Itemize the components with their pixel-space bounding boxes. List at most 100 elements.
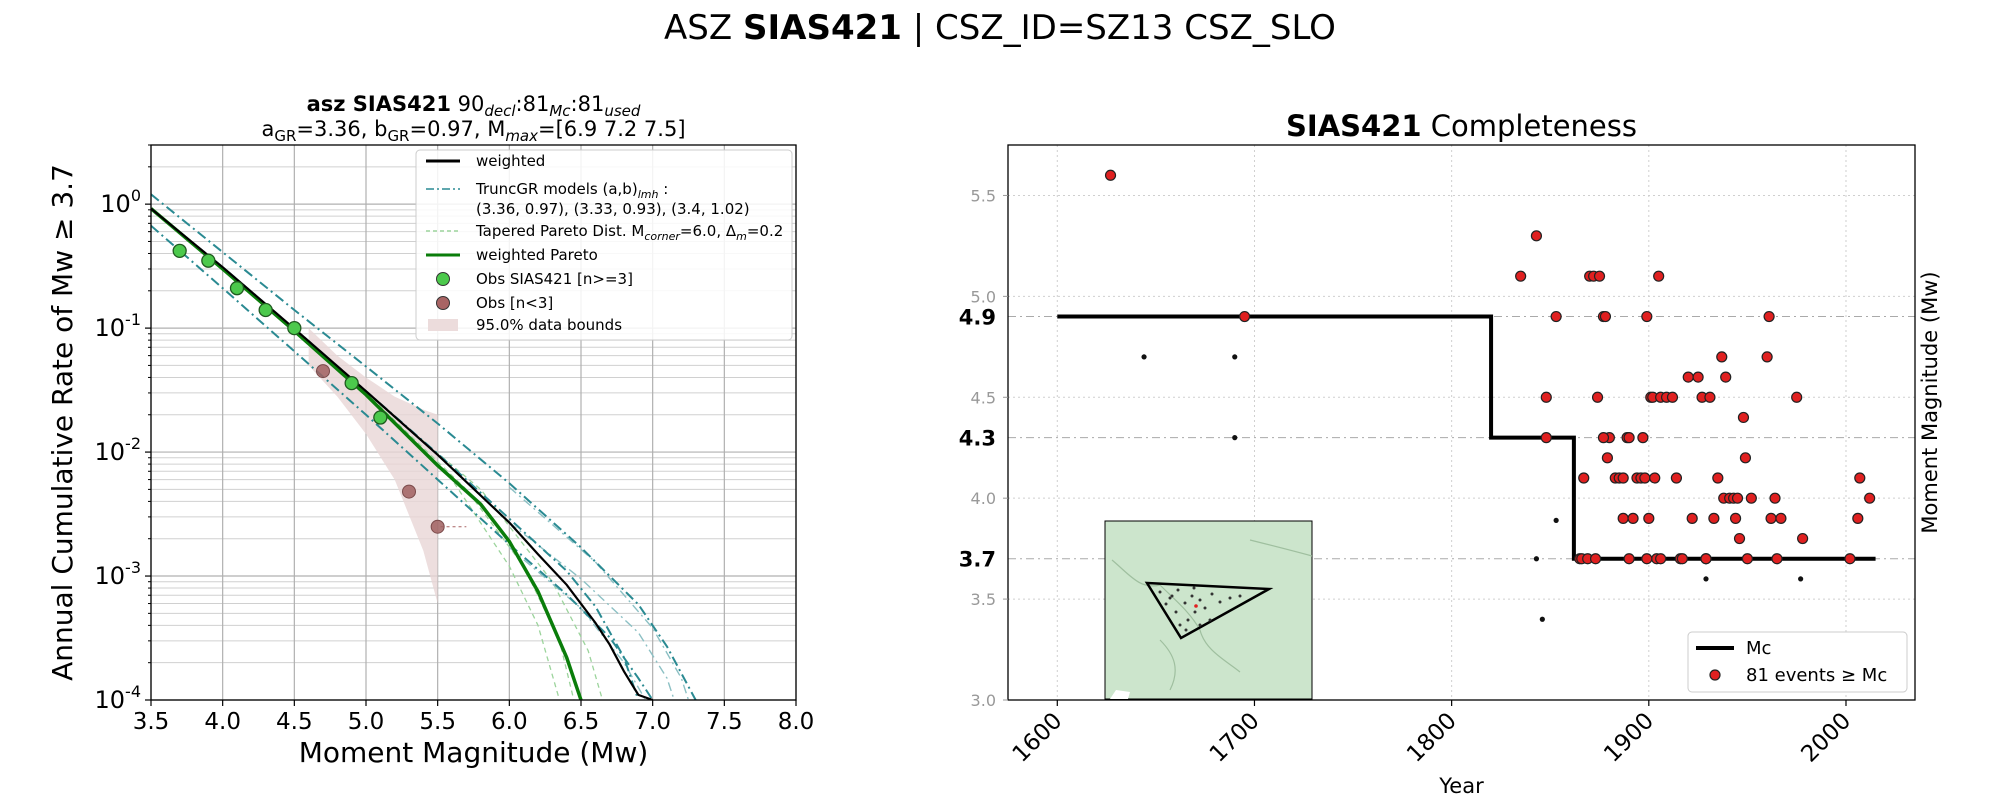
y-tick-label: 5.5 [971,186,996,205]
event-below-mc [1232,435,1238,441]
inset-map-event [1168,596,1172,600]
legend-label: TruncGR models (a,b)lmh : [475,180,668,201]
truncgr-model-line [151,193,697,700]
x-tick-label: 5.5 [419,709,456,735]
legend-text: =0.2 [747,222,783,240]
title-count-decl: 90 [451,92,484,116]
obs-point [172,243,187,258]
legend-handle-marker [436,272,450,286]
legend-text: TruncGR models (a,b) [475,180,638,198]
inset-map-coastline [1111,539,1313,691]
inset-map-event [1228,596,1232,600]
tick-base: 10 [95,438,126,466]
sub: max [505,127,538,145]
inset-map-event [1178,623,1182,627]
event-above-mc [1704,391,1716,403]
event-above-mc [1716,351,1728,363]
x-axis-label: Year [1438,774,1484,798]
axes-frame [1007,144,1916,701]
inset-map-event [1164,602,1168,606]
inset-map-event [1190,594,1194,598]
tick-exponent: -1 [125,310,141,329]
x-tick-label: 6.0 [491,709,528,735]
inset-map-event [1208,618,1212,622]
event-above-mc [1540,391,1552,403]
event-above-mc [1761,351,1773,363]
event-above-mc [1601,452,1614,464]
x-tick-label: 1600 [1008,708,1068,768]
event-above-mc [1593,270,1606,282]
title-rest: Completeness [1422,109,1637,143]
legend-text: weighted [476,152,545,170]
event-above-mc [1627,512,1639,524]
legend-sub: m [736,230,747,243]
event-above-mc [1617,512,1629,524]
x-tick-label: 8.0 [778,709,815,735]
x-tick-label: 1800 [1402,708,1462,768]
y-tick-label: 10-4 [95,682,142,714]
event-above-mc [1670,472,1683,484]
panel-title: SIAS421 Completeness [1286,109,1637,143]
event-above-mc [1530,230,1543,242]
panel-title-line2: aGR=3.36, bGR=0.97, Mmax=[6.9 7.2 7.5] [261,117,685,145]
legend-text: Obs SIAS421 [n>=3] [476,270,633,288]
tick-exponent: -2 [125,434,141,453]
y-tick-label: 10-3 [95,558,142,590]
legend-label: weighted Pareto [476,246,598,264]
event-above-mc [1682,371,1694,383]
axes-frame [150,144,797,701]
x-axis-label: Moment Magnitude (Mw) [299,736,649,769]
event-below-mc [1703,576,1709,582]
obs-sparse-point [402,484,416,499]
inset-map-event [1198,623,1202,627]
event-above-mc [1797,532,1809,545]
event-above-mc [1578,472,1590,484]
inset-map-event [1186,618,1190,622]
obs-point [373,410,388,425]
figure-title-bold: SIAS421 [743,8,902,48]
inset-map-event [1218,600,1222,604]
legend-label: Tapered Pareto Dist. Mcorner=6.0, Δm=0.2 [475,222,783,243]
tick-base: 10 [95,562,126,590]
inset-map-event [1238,594,1242,598]
inset-map-event [1210,592,1214,596]
event-above-mc [1637,432,1649,444]
inset-map-event [1198,598,1202,602]
x-tick-label: 1700 [1205,708,1265,768]
event-above-mc [1623,432,1635,444]
inset-map-event [1183,601,1187,605]
event-above-mc [1676,553,1688,565]
inset-map-background [1104,520,1313,700]
title-count-used: :81 [571,92,605,116]
x-tick-label: 1900 [1599,708,1659,768]
event-above-mc [1737,411,1750,424]
x-tick-label: 3.5 [133,709,170,735]
event-below-mc [1553,517,1559,523]
obs-point [287,320,302,336]
event-above-mc [1641,310,1653,323]
sub: GR [387,127,409,145]
event-above-mc [1686,512,1698,524]
event-above-mc [1666,391,1679,403]
event-above-mc [1731,492,1744,504]
legend-label-line2: (3.36, 0.97), (3.33, 0.93), (3.4, 1.02) [476,200,750,218]
event-above-mc [1745,492,1757,504]
y-tick-label: 3.5 [971,590,996,609]
legend-text: weighted Pareto [476,246,598,264]
mc-tick-label: 4.9 [959,306,996,330]
truncgr-model-line [151,207,640,700]
legend-text: Tapered Pareto Dist. M [475,222,644,240]
inset-map-event [1174,610,1178,614]
legend-handle-marker [1709,669,1721,681]
event-above-mc [1775,512,1787,524]
inset-map-event [1158,590,1162,594]
tick-base: 10 [100,190,131,218]
inset-map-event [1193,610,1197,614]
x-tick-label: 4.0 [204,709,241,735]
tick-base: 10 [95,314,126,342]
tick-base: 10 [95,686,126,714]
truncgr-tail-line [508,486,690,700]
tick-exponent: -4 [125,682,141,701]
x-tick-label: 2000 [1796,708,1856,768]
